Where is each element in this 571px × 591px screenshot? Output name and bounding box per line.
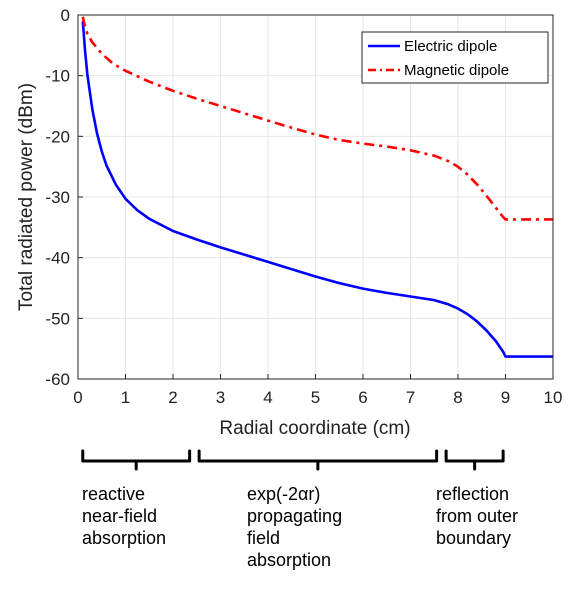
series-layer <box>81 16 553 358</box>
x-tick-label: 4 <box>263 388 272 407</box>
annotation-text-line: field <box>247 528 280 548</box>
x-axis: 0 1 2 3 4 5 6 7 8 9 10 <box>73 374 562 407</box>
annotations: reactivenear-fieldabsorptionexp(-2αr)pro… <box>81 449 518 570</box>
y-axis: 0 -10 -20 -30 -40 -50 -60 <box>45 6 83 389</box>
annotation-text-line: absorption <box>247 550 331 570</box>
x-tick-label: 0 <box>73 388 82 407</box>
x-axis-label: Radial coordinate (cm) <box>219 418 410 439</box>
annotation-text-line: from outer <box>436 506 518 526</box>
y-tick-label: -10 <box>45 67 70 86</box>
y-tick-label: -30 <box>45 188 70 207</box>
annotation-bracket <box>444 449 505 471</box>
x-tick-label: 2 <box>168 388 177 407</box>
y-tick-label: -40 <box>45 249 70 268</box>
x-tick-label: 3 <box>216 388 225 407</box>
annotation-text-line: boundary <box>436 528 511 548</box>
y-tick-label: -60 <box>45 370 70 389</box>
x-tick-label: 9 <box>501 388 510 407</box>
x-tick-label: 6 <box>358 388 367 407</box>
x-tick-label: 7 <box>406 388 415 407</box>
legend-label-magnetic: Magnetic dipole <box>404 62 509 79</box>
x-tick-label: 5 <box>311 388 320 407</box>
x-tick-label: 10 <box>544 388 563 407</box>
legend-label-electric: Electric dipole <box>404 38 497 55</box>
annotation-bracket <box>197 449 439 471</box>
x-tick-label: 8 <box>453 388 462 407</box>
annotation-text-line: reactive <box>82 484 145 504</box>
annotation-text-line: absorption <box>82 528 166 548</box>
annotation-text-line: exp(-2αr) <box>247 484 320 504</box>
legend: Electric dipole Magnetic dipole <box>361 31 549 84</box>
annotation-bracket <box>81 449 192 471</box>
annotation-text-line: reflection <box>436 484 509 504</box>
series-line-electric <box>81 21 553 358</box>
y-axis-label: Total radiated power (dBm) <box>16 83 37 311</box>
annotation-text-line: propagating <box>247 506 342 526</box>
legend-box <box>361 31 549 84</box>
y-tick-label: -20 <box>45 127 70 146</box>
y-tick-label: -50 <box>45 309 70 328</box>
x-tick-label: 1 <box>121 388 130 407</box>
y-tick-label: 0 <box>61 6 70 25</box>
series-line-magnetic <box>81 16 553 221</box>
annotation-text-line: near-field <box>82 506 157 526</box>
